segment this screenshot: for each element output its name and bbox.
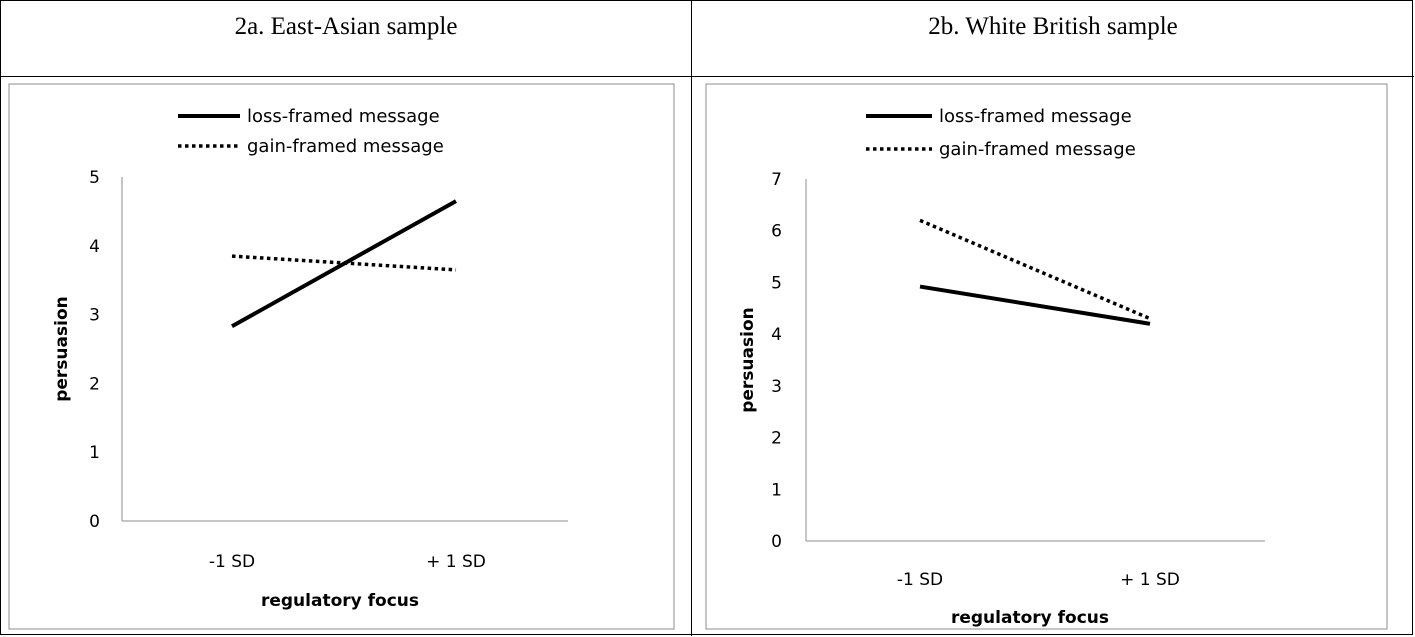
panel-title-2b: 2b. White British sample <box>928 13 1178 40</box>
chart2-y-tick-label: 2 <box>771 429 782 449</box>
chart2-y-tick-label: 1 <box>771 480 782 500</box>
chart1-series-gain-line <box>231 254 457 272</box>
chart2-legend-label-gain: gain-framed message <box>939 139 1136 160</box>
chart1-y-axis-title: persuasion <box>52 296 72 402</box>
chart2-y-tick-label: 3 <box>771 377 782 397</box>
chart1-y-tick-label: 1 <box>89 443 100 463</box>
chart1-legend-label-loss: loss-framed message <box>247 106 440 127</box>
chart1-plot-frame <box>8 83 675 630</box>
chart1-y-tick-label: 5 <box>89 168 100 188</box>
chart2-x-tick-label: + 1 SD <box>1120 570 1180 590</box>
chart2-series-loss-line <box>919 284 1151 326</box>
chart2-x-axis-title: regulatory focus <box>951 608 1109 628</box>
table-column-divider <box>691 1 692 636</box>
chart1-x-tick-label: -1 SD <box>209 552 255 572</box>
chart2-legend-label-loss: loss-framed message <box>939 106 1132 127</box>
chart1-y-tick-label: 2 <box>89 374 100 394</box>
chart2-x-tick-label: -1 SD <box>897 570 943 590</box>
chart2-y-tick-label: 5 <box>771 273 782 293</box>
chart2-y-axis-title: persuasion <box>738 307 758 413</box>
chart2-y-tick-label: 4 <box>771 325 782 345</box>
chart2-y-tick-label: 0 <box>771 532 782 552</box>
chart1-y-tick-label: 3 <box>89 306 100 326</box>
chart1-x-axis-title: regulatory focus <box>261 591 419 611</box>
chart1-y-tick-label: 4 <box>89 237 100 257</box>
chart1-x-tick-label: + 1 SD <box>426 552 486 572</box>
chart2-plot-frame <box>705 83 1388 630</box>
chart2-y-tick-label: 6 <box>771 222 782 242</box>
chart1-y-tick-label: 0 <box>89 512 100 532</box>
table-row-divider <box>1 76 1414 77</box>
panel-title-2a: 2a. East-Asian sample <box>234 13 458 40</box>
chart2-y-tick-label: 7 <box>771 170 782 190</box>
chart1-legend-label-gain: gain-framed message <box>247 136 444 157</box>
